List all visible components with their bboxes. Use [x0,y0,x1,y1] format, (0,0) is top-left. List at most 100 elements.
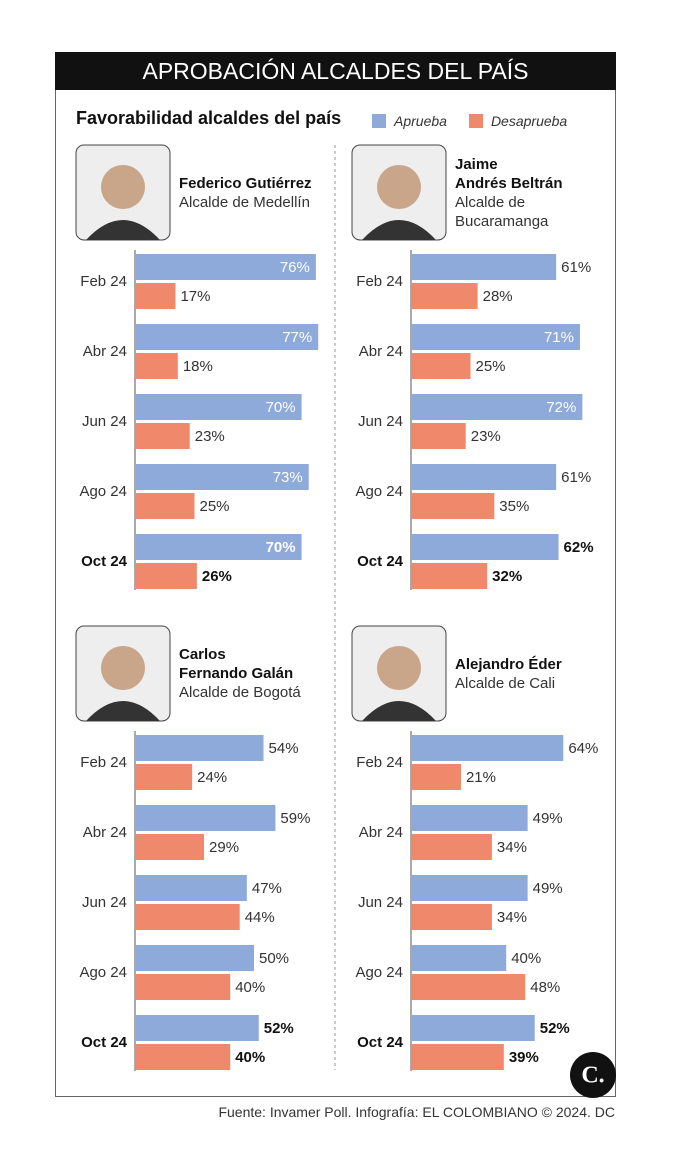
value-label: 73% [273,469,303,486]
bar [411,423,466,449]
logo-text: C. [581,1063,604,1089]
photo-body [362,701,436,721]
value-label: 25% [200,498,230,515]
value-label: 44% [245,909,275,926]
legend-label: Desaprueba [490,113,568,129]
person-name: Federico Gutiérrez [179,174,312,192]
value-label: 62% [564,539,594,556]
value-label: 77% [282,329,312,346]
legend: Aprueba Desaprueba [372,112,567,130]
category-label: Jun 24 [82,413,127,430]
legend-label: Aprueba [394,113,447,129]
bar [411,493,495,519]
category-label: Jun 24 [82,894,127,911]
category-label: Oct 24 [357,1034,404,1051]
bar [135,834,205,860]
value-label: 35% [499,498,529,515]
person-role: Alcalde de Bucaramanga [455,193,549,230]
bar [411,464,557,490]
bar [135,394,302,420]
person: Carlos Fernando Galán Alcalde de Bogotá [179,626,301,721]
photo-head [101,165,145,209]
bar [135,974,231,1000]
category-label: Oct 24 [81,1034,128,1051]
value-label: 49% [533,880,563,897]
bar [411,324,580,350]
category-label: Jun 24 [358,413,403,430]
bar [135,254,316,280]
person-role: Alcalde de Bogotá [179,684,301,701]
value-label: 50% [259,950,289,967]
value-label: 23% [195,428,225,445]
value-label: 23% [471,428,501,445]
bar [411,534,559,560]
value-label: 49% [533,810,563,827]
category-label: Ago 24 [79,483,127,500]
bar [411,834,492,860]
value-label: 21% [466,769,496,786]
photo [351,625,447,722]
category-label: Abr 24 [83,824,127,841]
bar [411,764,461,790]
bar [411,563,488,589]
value-label: 72% [546,399,576,416]
bar [135,353,178,379]
value-label: 71% [544,329,574,346]
value-label: 32% [492,568,522,585]
category-label: Abr 24 [359,824,403,841]
value-label: 61% [561,469,591,486]
bar [135,283,176,309]
bar [135,805,276,831]
bar [135,735,264,761]
value-label: 24% [197,769,227,786]
value-label: 59% [280,810,310,827]
value-label: 28% [483,288,513,305]
bar [135,563,197,589]
bar [411,974,526,1000]
category-label: Feb 24 [356,273,403,290]
photo [75,625,171,722]
person-name: Carlos Fernando Galán [179,646,294,682]
value-label: 52% [540,1020,570,1037]
person: Alejandro Éder Alcalde de Cali [455,626,562,721]
category-label: Oct 24 [357,553,404,570]
category-label: Oct 24 [81,553,128,570]
bar [411,945,507,971]
bar [411,1015,535,1041]
category-label: Ago 24 [79,964,127,981]
title: APROBACIÓN ALCALDES DEL PAÍS [55,52,616,90]
bar [411,353,471,379]
bar [411,904,492,930]
bar [411,805,528,831]
legend-swatch [372,114,386,128]
value-label: 29% [209,839,239,856]
photo [75,144,171,241]
subtitle: Favorabilidad alcaldes del país [76,108,342,128]
person: Federico Gutiérrez Alcalde de Medellín [179,145,312,240]
photo [351,144,447,241]
value-label: 18% [183,358,213,375]
category-label: Feb 24 [80,273,127,290]
bar [135,1044,231,1070]
photo-head [101,646,145,690]
logo [570,1052,616,1098]
person-name: Jaime Andrés Beltrán [455,155,563,192]
bar [135,324,319,350]
frame [55,52,616,1097]
bar [135,423,190,449]
bar [411,875,528,901]
bar [411,1044,504,1070]
person-role: Alcalde de Medellín [179,193,310,211]
source: Fuente: Invamer Poll. Infografía: EL COL… [218,1104,615,1120]
value-label: 52% [264,1020,294,1037]
bar [135,875,247,901]
bar [411,254,557,280]
category-label: Feb 24 [80,754,127,771]
value-label: 39% [509,1049,539,1066]
category-label: Abr 24 [359,343,403,360]
value-label: 70% [266,539,296,556]
value-label: 61% [561,259,591,276]
value-label: 40% [235,1049,265,1066]
bar [411,283,478,309]
